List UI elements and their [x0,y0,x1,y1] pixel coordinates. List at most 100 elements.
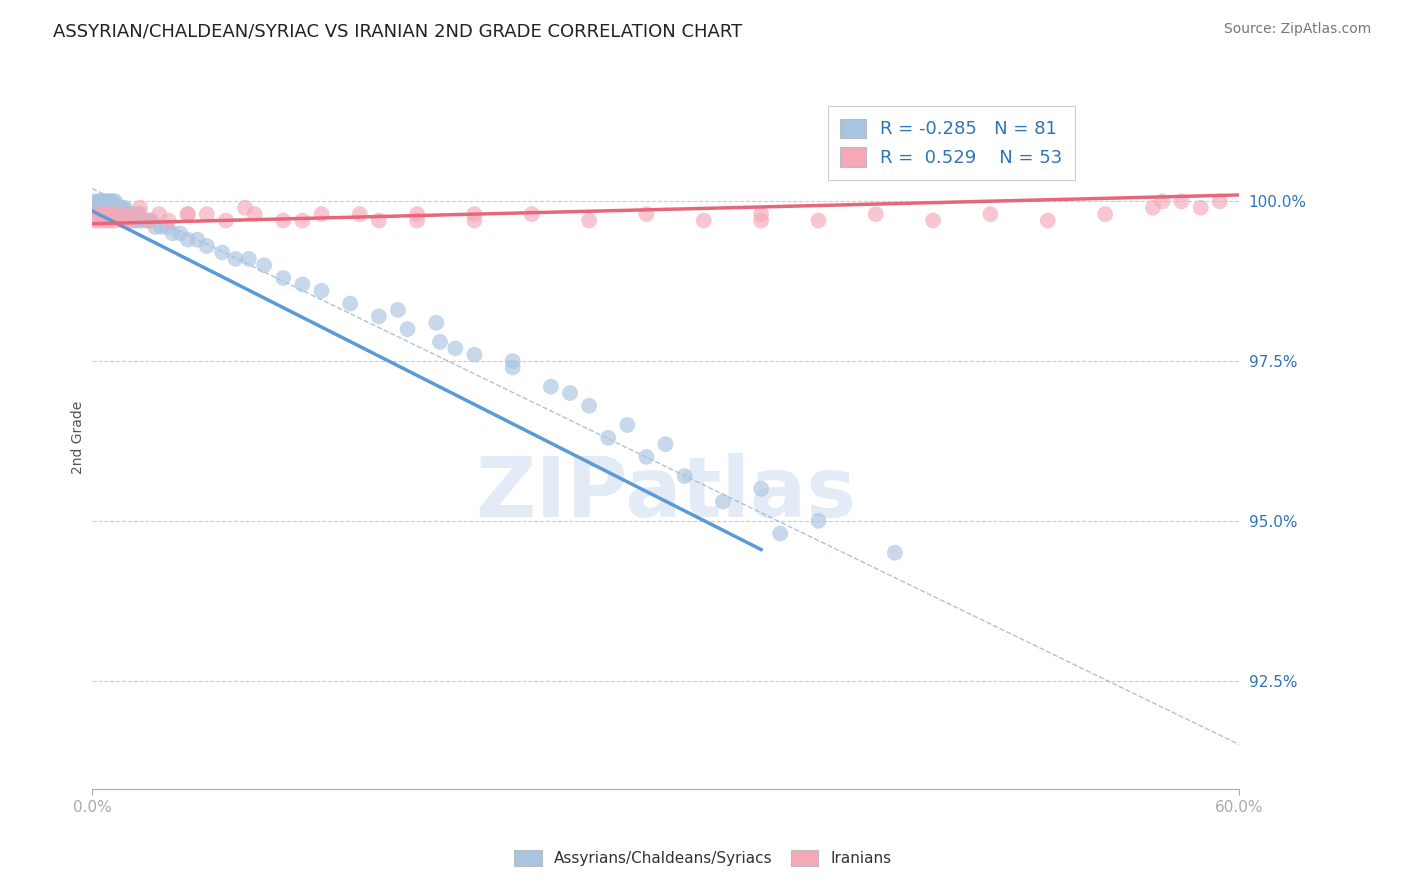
Point [100,207,122,221]
Legend: Assyrians/Chaldeans/Syriacs, Iranians: Assyrians/Chaldeans/Syriacs, Iranians [506,842,900,873]
Point [979,207,1001,221]
Point [253,258,276,272]
Point [271,271,294,285]
Point [117,207,139,221]
Point [90,201,112,215]
Point [94,194,117,209]
Point [177,207,200,221]
Point [558,386,581,401]
Point [1094,207,1116,221]
Point [148,207,170,221]
Point [111,201,134,215]
Point [96,194,118,209]
Point [156,219,179,234]
Point [406,213,429,227]
Text: ASSYRIAN/CHALDEAN/SYRIAC VS IRANIAN 2ND GRADE CORRELATION CHART: ASSYRIAN/CHALDEAN/SYRIAC VS IRANIAN 2ND … [53,22,742,40]
Point [114,201,136,215]
Point [349,207,371,221]
Point [578,399,600,413]
Point [105,201,128,215]
Point [243,207,266,221]
Point [108,207,131,221]
Point [540,379,562,393]
Point [1170,194,1192,209]
Point [749,213,772,227]
Point [83,213,105,227]
Point [311,284,333,298]
Point [89,201,111,215]
Point [132,213,155,227]
Text: Source: ZipAtlas.com: Source: ZipAtlas.com [1223,22,1371,37]
Point [114,207,136,221]
Point [749,207,772,221]
Point [93,194,115,209]
Point [110,201,132,215]
Point [195,207,218,221]
Point [807,514,830,528]
Point [115,207,138,221]
Point [83,194,105,209]
Point [89,194,111,209]
Point [129,207,152,221]
Point [215,213,238,227]
Point [654,437,676,451]
Point [141,213,163,227]
Point [195,239,218,253]
Point [89,207,111,221]
Point [87,213,110,227]
Point [425,316,447,330]
Point [444,341,467,355]
Point [578,213,600,227]
Point [84,207,107,221]
Point [129,201,152,215]
Point [98,207,121,221]
Point [636,450,658,464]
Point [105,207,128,221]
Point [233,201,256,215]
Point [520,207,543,221]
Point [502,360,524,375]
Point [136,213,159,227]
Point [96,213,118,227]
Point [90,207,112,221]
Point [143,219,166,234]
Point [125,213,148,227]
Point [108,207,131,221]
Point [502,354,524,368]
Point [598,431,620,445]
Point [120,207,142,221]
Point [1152,194,1174,209]
Point [463,213,485,227]
Point [769,526,792,541]
Point [673,469,696,483]
Point [211,245,233,260]
Point [98,201,121,215]
Point [463,348,485,362]
Point [1036,213,1059,227]
Point [110,207,132,221]
Point [127,207,149,221]
Point [463,207,485,221]
Point [693,213,716,227]
Point [93,201,115,215]
Point [311,207,333,221]
Point [225,252,247,266]
Point [162,227,184,241]
Point [271,213,294,227]
Point [177,207,200,221]
Point [84,201,107,215]
Point [150,219,173,234]
Text: ZIPatlas: ZIPatlas [475,453,856,534]
Point [291,213,314,227]
Point [122,207,145,221]
Point [100,213,122,227]
Point [111,207,134,221]
Point [616,417,638,432]
Point [749,482,772,496]
Point [138,213,160,227]
Point [87,201,110,215]
Point [104,213,127,227]
Point [387,303,409,318]
Point [396,322,419,336]
Point [157,213,180,227]
